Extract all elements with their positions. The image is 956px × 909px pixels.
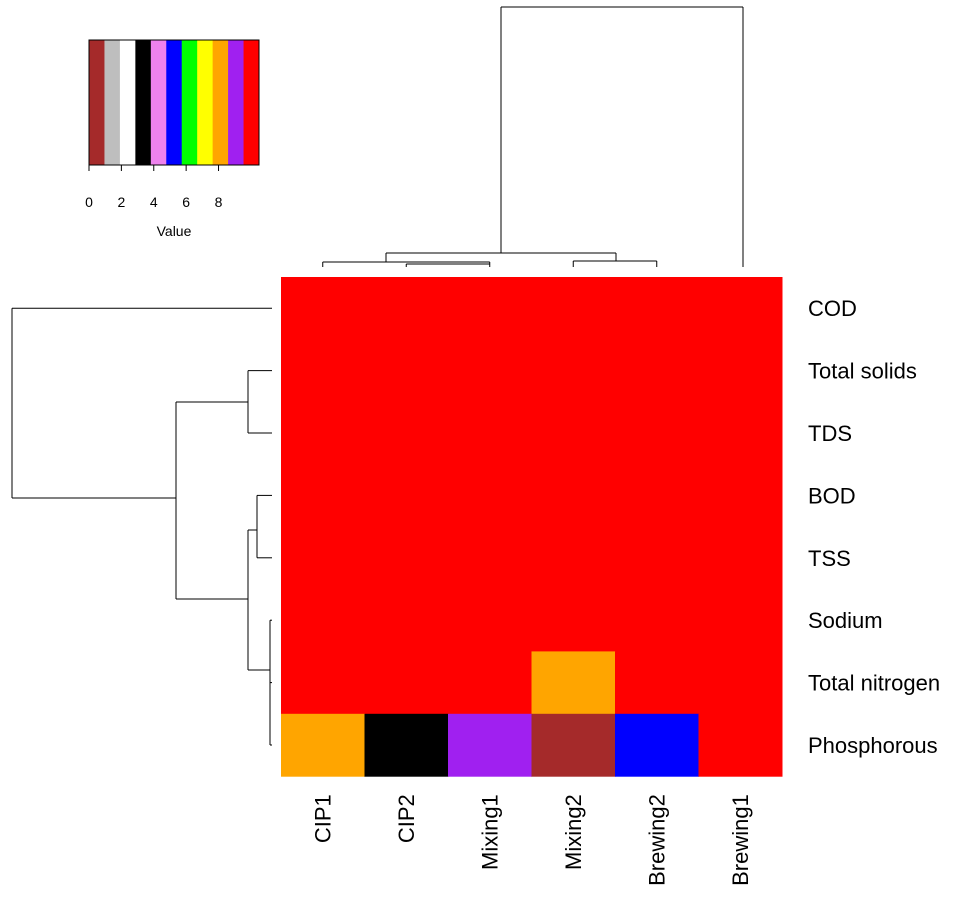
color-key-swatch <box>181 40 198 165</box>
row-label-phosphorous: Phosphorous <box>808 733 938 758</box>
heatmap-cell-bod-cip2 <box>364 464 449 528</box>
color-key-ticks: 0 2 4 6 8 <box>85 165 223 210</box>
color-key-swatch <box>243 40 260 165</box>
heatmap-cell-tss-cip1 <box>281 526 365 590</box>
heatmap-cell-total-nitrogen-cip2 <box>364 651 449 715</box>
heatmap-cell-total-nitrogen-brewing2 <box>615 651 699 715</box>
color-key-swatch <box>228 40 244 165</box>
heatmap-cell-tds-cip1 <box>281 401 365 465</box>
heatmap-cell-total-solids-brewing1 <box>698 339 783 403</box>
column-label-brewing1: Brewing1 <box>728 794 753 886</box>
row-label-tss: TSS <box>808 546 851 571</box>
color-key-tick-label: 2 <box>117 194 125 210</box>
heatmap-cell-bod-cip1 <box>281 464 365 528</box>
heatmap-cell-tds-cip2 <box>364 401 449 465</box>
color-key-swatch <box>150 40 167 165</box>
color-key-swatch <box>166 40 183 165</box>
heatmap-cell-phosphorous-brewing1 <box>698 713 783 777</box>
heatmap-cell-sodium-mixing2 <box>531 589 616 652</box>
heatmap-cell-tds-brewing1 <box>698 401 783 465</box>
heatmap-cell-tss-cip2 <box>364 526 449 590</box>
heatmap-cell-total-solids-cip1 <box>281 339 365 403</box>
heatmap-cell-sodium-brewing2 <box>615 589 699 652</box>
row-label-cod: COD <box>808 296 857 321</box>
heatmap-cell-bod-mixing2 <box>531 464 616 528</box>
heatmap-cell-tss-brewing2 <box>615 526 699 590</box>
color-key-tick-label: 6 <box>182 194 190 210</box>
heatmap-cell-tss-brewing1 <box>698 526 783 590</box>
heatmap-cell-total-solids-brewing2 <box>615 339 699 403</box>
heatmap-cells <box>281 277 783 777</box>
heatmap-cell-total-solids-cip2 <box>364 339 449 403</box>
heatmap-cell-cod-brewing1 <box>698 277 783 340</box>
heatmap-cell-sodium-cip1 <box>281 589 365 652</box>
color-key-swatch <box>212 40 229 165</box>
heatmap-cell-cod-mixing1 <box>448 277 532 340</box>
heatmap-cell-phosphorous-cip1 <box>281 713 365 777</box>
row-label-total-nitrogen: Total nitrogen <box>808 671 940 696</box>
row-dendrogram <box>11 307 272 746</box>
heatmap-cell-cod-cip2 <box>364 277 449 340</box>
column-label-cip2: CIP2 <box>394 794 419 843</box>
heatmap-cell-phosphorous-mixing2 <box>531 713 616 777</box>
heatmap-cell-tss-mixing2 <box>531 526 616 590</box>
row-label-bod: BOD <box>808 483 856 508</box>
color-key-swatch <box>135 40 152 165</box>
heatmap-cell-bod-brewing1 <box>698 464 783 528</box>
heatmap-cell-bod-mixing1 <box>448 464 532 528</box>
color-key-swatch <box>89 40 105 165</box>
heatmap-cell-total-nitrogen-mixing1 <box>448 651 532 715</box>
color-key-swatch <box>104 40 121 165</box>
color-key-swatches <box>89 40 260 165</box>
color-key-tick-label: 8 <box>215 194 223 210</box>
heatmap-cell-bod-brewing2 <box>615 464 699 528</box>
heatmap-cell-total-nitrogen-cip1 <box>281 651 365 715</box>
heatmap-cell-phosphorous-brewing2 <box>615 713 699 777</box>
heatmap-cell-tss-mixing1 <box>448 526 532 590</box>
color-key-tick-label: 4 <box>150 194 158 210</box>
heatmap-cell-sodium-mixing1 <box>448 589 532 652</box>
row-label-total-solids: Total solids <box>808 359 917 384</box>
column-label-mixing1: Mixing1 <box>478 794 503 870</box>
heatmap-cell-total-solids-mixing1 <box>448 339 532 403</box>
color-key-label: Value <box>157 223 192 239</box>
heatmap-cell-phosphorous-cip2 <box>364 713 449 777</box>
column-dendrogram <box>322 6 744 267</box>
color-key-swatch <box>197 40 214 165</box>
column-labels: CIP1 CIP2 Mixing1 Mixing2 Brewing2 Brewing1 <box>311 794 754 886</box>
heatmap-cell-tds-brewing2 <box>615 401 699 465</box>
heatmap-cell-tds-mixing2 <box>531 401 616 465</box>
color-key-swatch <box>119 40 136 165</box>
heatmap-cell-cod-cip1 <box>281 277 365 340</box>
column-label-brewing2: Brewing2 <box>645 794 670 886</box>
heatmap-cell-tds-mixing1 <box>448 401 532 465</box>
heatmap-cell-total-nitrogen-brewing1 <box>698 651 783 715</box>
column-label-cip1: CIP1 <box>311 794 336 843</box>
color-key: 0 2 4 6 8 Value <box>85 39 260 239</box>
heatmap-cell-total-nitrogen-mixing2 <box>531 651 616 715</box>
heatmap-cell-sodium-cip2 <box>364 589 449 652</box>
heatmap-cell-sodium-brewing1 <box>698 589 783 652</box>
heatmap-cell-cod-mixing2 <box>531 277 616 340</box>
row-labels: COD Total solids TDS BOD TSS Sodium Total nitr… <box>808 296 940 758</box>
heatmap-cell-total-solids-mixing2 <box>531 339 616 403</box>
heatmap-cell-cod-brewing2 <box>615 277 699 340</box>
row-label-sodium: Sodium <box>808 608 883 633</box>
column-label-mixing2: Mixing2 <box>561 794 586 870</box>
color-key-tick-label: 0 <box>85 194 93 210</box>
heatmap-cell-phosphorous-mixing1 <box>448 713 532 777</box>
row-label-tds: TDS <box>808 421 852 446</box>
